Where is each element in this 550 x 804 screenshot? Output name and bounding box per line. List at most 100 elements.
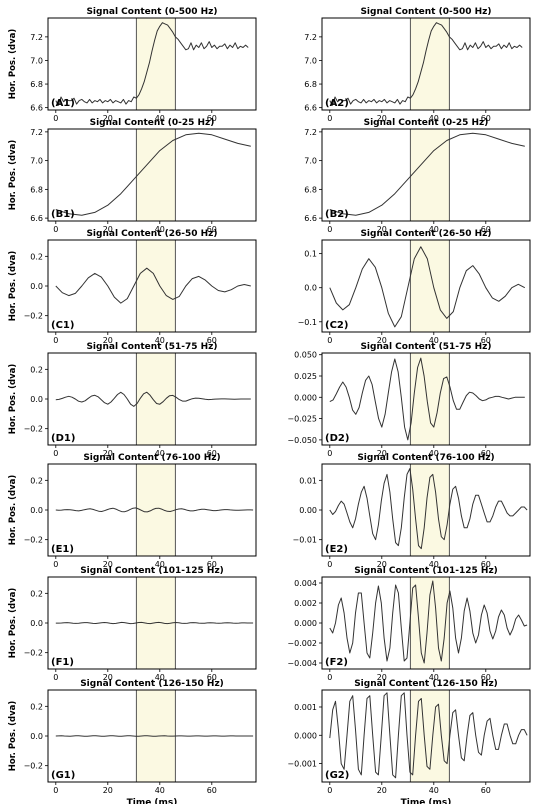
y-tick-label: 6.6: [304, 104, 317, 113]
panel-g2: 0 20 40 60 −0.001 0.000 0.001 Signal Content (1…: [287, 679, 531, 804]
y-tick-label: 7.0: [304, 56, 317, 65]
x-tick-label: 0: [327, 449, 332, 458]
panel-label: (B2): [325, 209, 349, 220]
panel-title: Signal Content (0-25 Hz): [90, 118, 215, 128]
y-tick-label: 6.8: [304, 80, 317, 89]
x-tick-label: 0: [53, 336, 58, 345]
x-tick-label: 40: [155, 786, 165, 795]
panel-f1: 0 20 40 60 −0.2 0.0 0.2 Signal Content (101-125…: [8, 566, 257, 682]
panel-title: Signal Content (0-500 Hz): [360, 7, 491, 17]
y-tick-label: 6.8: [30, 80, 43, 89]
highlight-band: [136, 353, 176, 445]
y-tick-label: −0.001: [287, 760, 317, 769]
x-tick-label: 60: [207, 560, 217, 569]
panel-c2: 0 20 40 60 −0.1 0.0 0.1 Signal Content (26-50 H…: [298, 229, 531, 345]
y-tick-label: −0.2: [24, 312, 43, 321]
panel-title: Signal Content (51-75 Hz): [86, 342, 217, 352]
y-tick-label: 0.2: [30, 702, 43, 711]
panel-title: Signal Content (0-500 Hz): [86, 7, 217, 17]
x-tick-label: 40: [155, 225, 165, 234]
panel-c1: 0 20 40 60 −0.2 0.0 0.2 Signal Content (26-50 H…: [8, 229, 257, 345]
panel-title: Signal Content (101-125 Hz): [80, 566, 224, 576]
y-tick-label: −0.01: [292, 536, 317, 545]
panel-b1: 0 20 40 60 6.6 6.8 7.0 7.2 Signal Content (0-25 …: [8, 118, 257, 234]
y-tick-label: 0.000: [294, 393, 317, 402]
panel-label: (E2): [325, 544, 348, 555]
panel-title: Signal Content (0-25 Hz): [364, 118, 489, 128]
x-tick-label: 0: [327, 225, 332, 234]
y-tick-label: 7.2: [304, 33, 317, 42]
y-tick-label: 0.2: [30, 252, 43, 261]
panel-a2: 0 20 40 60 6.6 6.8 7.0 7.2 Signal Content (0-500…: [304, 7, 531, 123]
x-tick-label: 60: [207, 449, 217, 458]
signal-line: [55, 391, 251, 407]
y-tick-label: 0.004: [294, 579, 317, 588]
y-tick-label: 0.0: [30, 282, 43, 291]
panel-d2: 0 20 40 60 −0.050 −0.025 0.000 0.025 0.050 Signal…: [287, 342, 531, 458]
y-tick-label: 0.0: [30, 619, 43, 628]
highlight-band: [136, 464, 176, 556]
y-tick-label: 0.0: [30, 732, 43, 741]
panel-title: Signal Content (126-150 Hz): [80, 679, 224, 689]
y-tick-label: 6.6: [30, 214, 43, 223]
y-tick-label: −0.2: [24, 536, 43, 545]
y-tick-label: 0.0: [30, 506, 43, 515]
x-tick-label: 0: [327, 560, 332, 569]
y-tick-label: 0.000: [294, 619, 317, 628]
signal-line: [329, 580, 528, 664]
x-tick-label: 40: [155, 673, 165, 682]
panel-e1: 0 20 40 60 −0.2 0.0 0.2 Signal Content (76-100 …: [8, 453, 257, 569]
y-axis-label: Hor. Pos. (dva): [8, 29, 18, 100]
x-tick-label: 40: [155, 449, 165, 458]
x-tick-label: 20: [377, 114, 387, 123]
axes-frame: [47, 128, 257, 222]
y-tick-label: 7.2: [30, 128, 43, 137]
y-tick-label: −0.004: [287, 659, 317, 668]
signal-line: [55, 267, 251, 304]
x-tick-label: 20: [377, 560, 387, 569]
y-axis-label: Hor. Pos. (dva): [8, 588, 18, 659]
signal-line: [329, 132, 525, 216]
y-tick-label: 0.0: [30, 395, 43, 404]
signal-line: [55, 22, 249, 106]
panel-b2: 0 20 40 60 6.6 6.8 7.0 7.2 Signal Content (0-25 …: [304, 118, 531, 234]
highlight-band: [410, 18, 450, 110]
y-axis-label: Hor. Pos. (dva): [8, 475, 18, 546]
x-tick-label: 60: [481, 225, 491, 234]
panel-label: (D2): [325, 433, 349, 444]
x-tick-label: 60: [481, 114, 491, 123]
x-tick-label: 0: [53, 673, 58, 682]
panel-label: (F2): [325, 657, 348, 668]
panel-title: Signal Content (101-125 Hz): [354, 566, 498, 576]
y-tick-label: 0.025: [294, 372, 317, 381]
panel-label: (C1): [51, 320, 74, 331]
x-tick-label: 20: [103, 336, 113, 345]
x-tick-label: 0: [53, 449, 58, 458]
panel-title: Signal Content (126-150 Hz): [354, 679, 498, 689]
axes-frame: [321, 689, 531, 783]
y-tick-label: 6.8: [304, 185, 317, 194]
panel-label: (C2): [325, 320, 348, 331]
y-tick-label: 0.001: [294, 703, 317, 712]
x-tick-label: 20: [103, 673, 113, 682]
x-tick-label: 60: [481, 560, 491, 569]
y-tick-label: 0.00: [299, 506, 317, 515]
x-tick-label: 20: [103, 225, 113, 234]
y-tick-label: 0.01: [299, 476, 317, 485]
signal-line: [329, 357, 525, 441]
panel-d1: 0 20 40 60 −0.2 0.0 0.2 Signal Content (51-75 H…: [8, 342, 257, 458]
y-tick-label: 7.0: [30, 157, 43, 166]
highlight-band: [410, 129, 450, 221]
x-tick-label: 20: [377, 449, 387, 458]
signal-line: [55, 621, 254, 625]
y-tick-label: 0.2: [30, 365, 43, 374]
panel-label: (D1): [51, 433, 75, 444]
x-axis-label: Time (ms): [127, 798, 178, 804]
y-tick-label: 0.2: [30, 476, 43, 485]
x-tick-label: 40: [429, 673, 439, 682]
x-tick-label: 40: [429, 449, 439, 458]
highlight-band: [410, 353, 450, 445]
panel-label: (F1): [51, 657, 74, 668]
panel-label: (E1): [51, 544, 74, 555]
y-tick-label: 7.2: [304, 128, 317, 137]
